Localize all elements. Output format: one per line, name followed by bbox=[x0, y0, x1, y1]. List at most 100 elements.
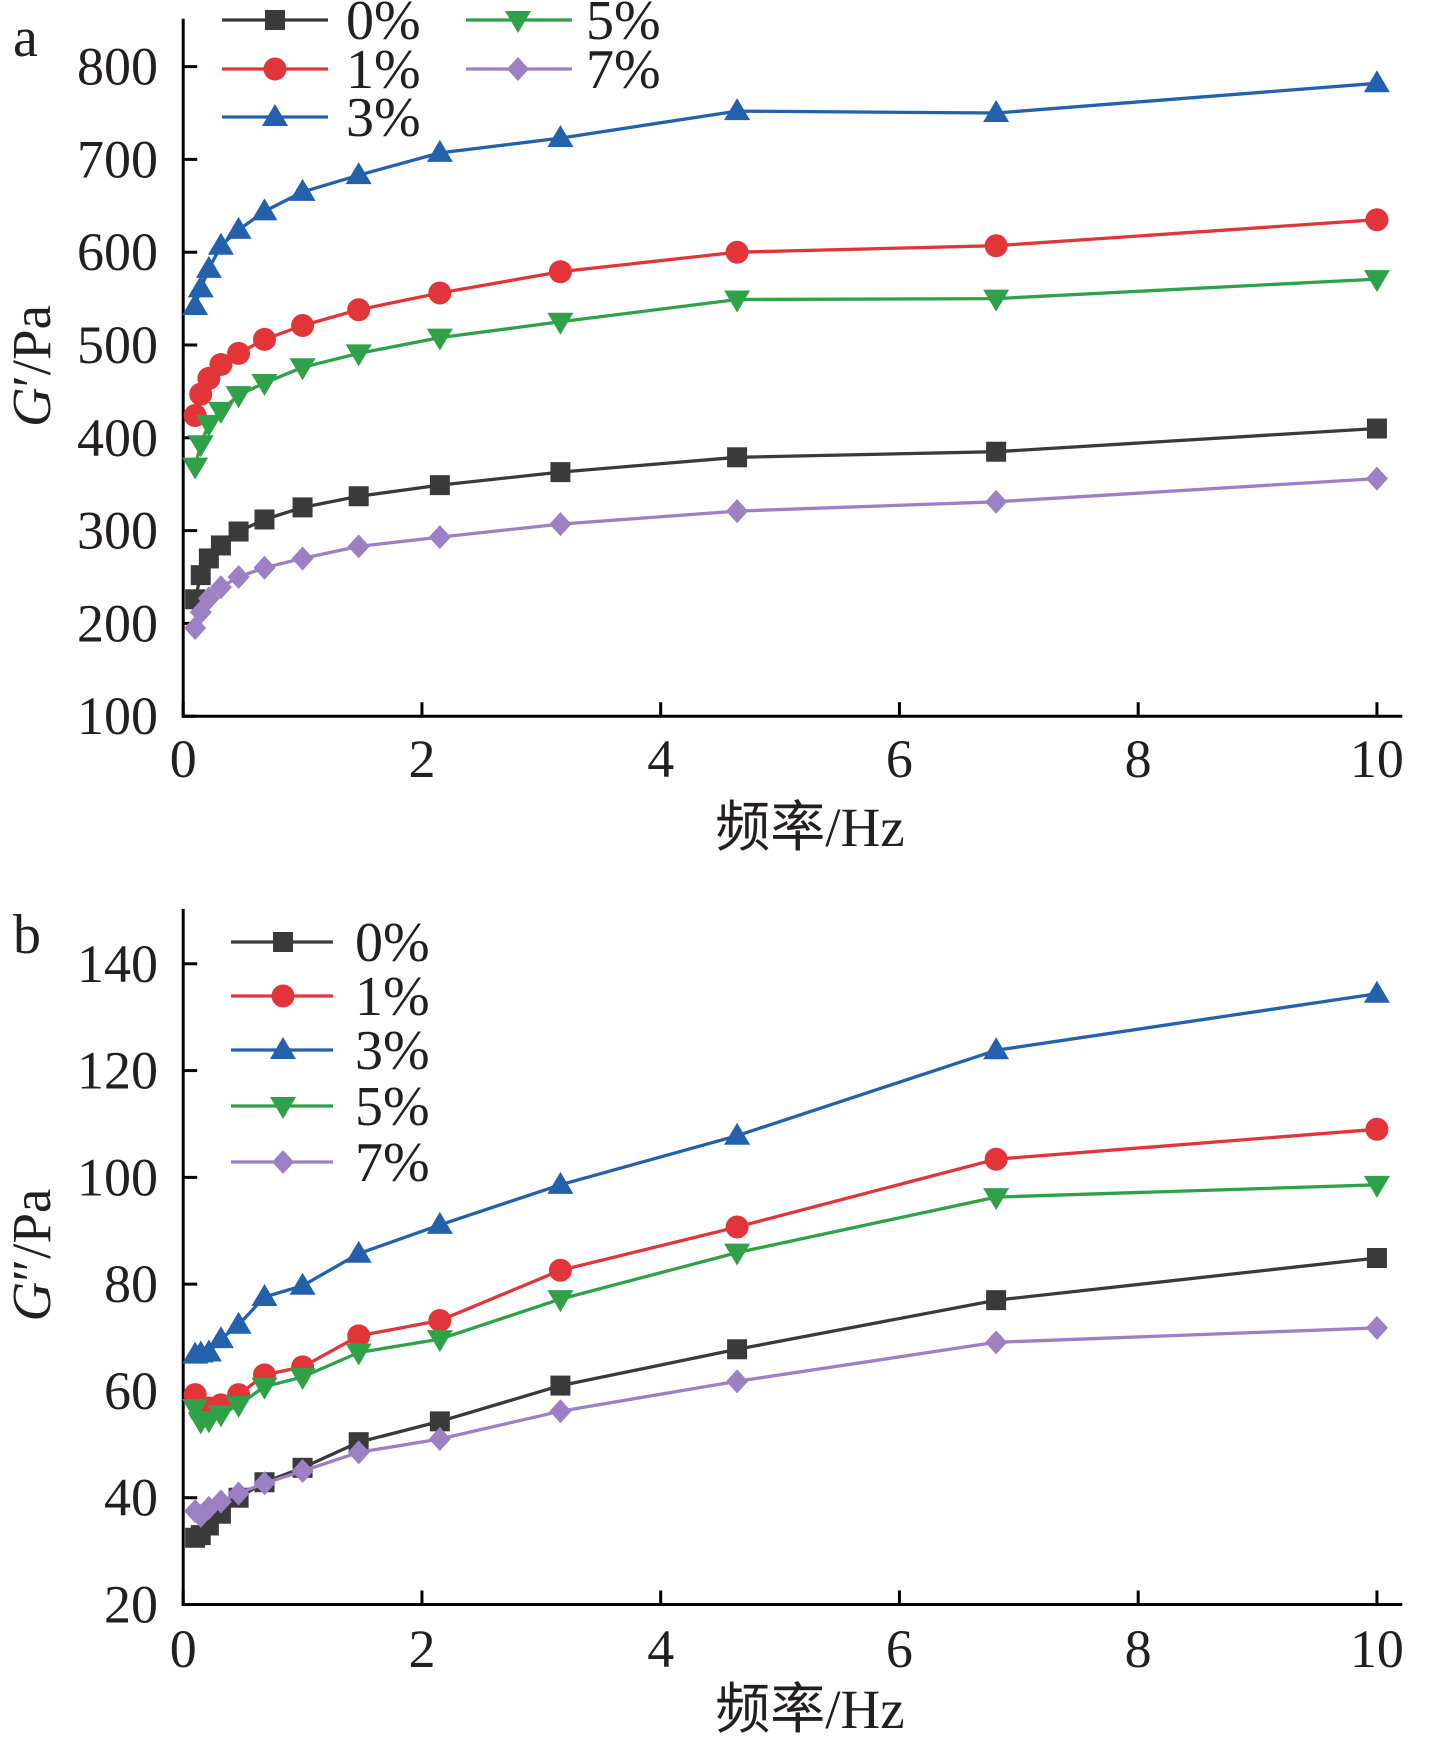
legend-label: 1% bbox=[346, 39, 421, 101]
series-1pct-point-9 bbox=[548, 1258, 572, 1282]
series-1pct-point-7 bbox=[347, 1324, 371, 1348]
series-0pct-point-12 bbox=[1366, 1247, 1387, 1268]
series-3pct-point-9 bbox=[547, 1171, 574, 1194]
series-3pct bbox=[182, 980, 1390, 1364]
legend-swatch-marker bbox=[507, 57, 529, 81]
series-3pct-point-8 bbox=[426, 139, 453, 162]
series-7pct-point-9 bbox=[549, 1399, 572, 1424]
series-5pct-point-5 bbox=[251, 1377, 278, 1400]
x-tick-label: 4 bbox=[647, 729, 674, 789]
series-7pct-point-11 bbox=[985, 1330, 1008, 1355]
series-5pct-point-6 bbox=[289, 358, 316, 381]
series-0pct-point-1 bbox=[190, 565, 211, 586]
y-tick-label: 400 bbox=[77, 408, 158, 468]
legend-item-3pct: 3% bbox=[222, 87, 421, 149]
chart-panel-a: a 100 200 300 400 500 600 700 800 0 2 4 6 8 10 频率/Hz G′/… bbox=[1, 0, 1404, 858]
x-tick-label: 6 bbox=[886, 1619, 913, 1679]
series-3pct-point-12 bbox=[1363, 70, 1390, 93]
x-tick-label: 8 bbox=[1125, 1619, 1152, 1679]
y-axis-label: G′/Pa bbox=[1, 305, 62, 427]
series-1pct-point-10 bbox=[725, 1215, 749, 1239]
series-3pct-point-10 bbox=[724, 1122, 751, 1145]
series-0pct-point-9 bbox=[550, 1375, 571, 1396]
series-1pct-point-10 bbox=[725, 240, 749, 264]
series-3pct-point-3 bbox=[207, 232, 234, 255]
series-7pct-point-8 bbox=[428, 525, 451, 550]
series-5pct-point-9 bbox=[547, 1290, 574, 1313]
legend-item-1pct: 1% bbox=[222, 39, 421, 101]
series-5pct-point-3 bbox=[207, 401, 234, 424]
x-tick-label: 2 bbox=[408, 1619, 435, 1679]
series-5pct bbox=[182, 1175, 1390, 1435]
y-tick-label: 200 bbox=[77, 593, 158, 653]
legend-item-3pct: 3% bbox=[231, 1020, 430, 1082]
series-5pct-point-6 bbox=[289, 1368, 316, 1391]
legend-label: 0% bbox=[346, 0, 421, 52]
y-tick-label: 300 bbox=[77, 501, 158, 561]
panel-label: a bbox=[13, 7, 38, 69]
series-7pct-line bbox=[193, 476, 1379, 630]
series-3pct-point-11 bbox=[983, 1037, 1010, 1060]
x-tick-label: 2 bbox=[408, 729, 435, 789]
series-7pct-point-8 bbox=[428, 1426, 451, 1451]
series-7pct-point-3 bbox=[209, 1489, 232, 1514]
series-7pct-point-12 bbox=[1365, 1315, 1388, 1340]
series-3pct-point-2 bbox=[195, 1339, 222, 1362]
series-1pct-point-8 bbox=[428, 281, 452, 305]
series-0pct-point-11 bbox=[986, 1290, 1007, 1311]
y-tick-label: 700 bbox=[77, 129, 158, 189]
x-tick-label: 10 bbox=[1350, 729, 1404, 789]
series-0pct-point-9 bbox=[550, 462, 571, 483]
series-5pct-point-7 bbox=[345, 344, 372, 367]
series-3pct-point-7 bbox=[345, 1240, 372, 1263]
series-5pct-point-8 bbox=[426, 1330, 453, 1353]
y-tick-label: 100 bbox=[77, 1147, 158, 1207]
series-7pct bbox=[184, 466, 1388, 641]
series-0pct-point-5 bbox=[254, 509, 275, 530]
legend-label: 7% bbox=[586, 39, 661, 101]
series-0pct-point-6 bbox=[292, 497, 313, 518]
y-tick-label: 800 bbox=[77, 37, 158, 97]
legend-item-7pct: 7% bbox=[231, 1132, 430, 1194]
y-tick-label: 40 bbox=[104, 1468, 158, 1528]
series-3pct-point-12 bbox=[1363, 980, 1390, 1003]
chart-panel-b: b 20 40 60 80 100 120 140 0 2 4 6 8 10 频率/Hz G″/Pa 0%1%3… bbox=[1, 904, 1404, 1740]
series-7pct-point-11 bbox=[985, 489, 1008, 514]
legend-item-1pct: 1% bbox=[231, 966, 430, 1028]
x-tick-label: 10 bbox=[1350, 1619, 1404, 1679]
series-1pct-line bbox=[193, 218, 1379, 418]
legend-label: 7% bbox=[355, 1132, 430, 1194]
series-0pct-point-8 bbox=[429, 475, 450, 496]
y-tick-label: 140 bbox=[77, 934, 158, 994]
series-0pct-point-12 bbox=[1366, 418, 1387, 439]
series-7pct-point-6 bbox=[291, 1459, 314, 1484]
series-7pct-point-2 bbox=[197, 586, 220, 611]
legend-swatch-marker bbox=[265, 10, 285, 30]
series-3pct-point-0 bbox=[182, 293, 209, 316]
series-7pct-point-7 bbox=[347, 1440, 370, 1465]
series-5pct-point-3 bbox=[207, 1405, 234, 1428]
series-5pct-point-9 bbox=[547, 312, 574, 335]
series-7pct-point-9 bbox=[549, 512, 572, 537]
series-0pct-point-8 bbox=[429, 1411, 450, 1432]
x-tick-label: 0 bbox=[170, 1619, 197, 1679]
series-5pct-point-11 bbox=[983, 289, 1010, 312]
series-3pct bbox=[182, 70, 1390, 316]
series-5pct-point-8 bbox=[426, 328, 453, 351]
series-3pct-point-6 bbox=[289, 178, 316, 201]
series-3pct-point-7 bbox=[345, 162, 372, 185]
series-1pct-point-4 bbox=[227, 341, 251, 365]
y-tick-label: 20 bbox=[104, 1575, 158, 1635]
series-0pct-point-7 bbox=[348, 486, 369, 507]
series-3pct-point-8 bbox=[426, 1211, 453, 1234]
series-5pct-point-4 bbox=[225, 386, 252, 409]
series-1pct-point-8 bbox=[428, 1308, 452, 1332]
series-7pct-point-4 bbox=[227, 1481, 250, 1506]
legend-swatch-marker bbox=[272, 1150, 294, 1174]
series-5pct-point-12 bbox=[1363, 270, 1390, 293]
legend-label: 5% bbox=[586, 0, 661, 52]
series-3pct-point-11 bbox=[983, 100, 1010, 122]
series-5pct-point-10 bbox=[724, 1243, 751, 1266]
series-1pct bbox=[183, 208, 1389, 428]
